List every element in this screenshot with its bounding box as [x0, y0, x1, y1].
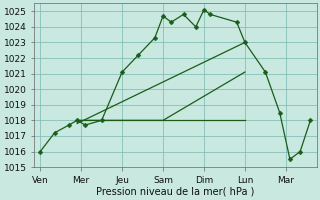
- X-axis label: Pression niveau de la mer( hPa ): Pression niveau de la mer( hPa ): [96, 187, 254, 197]
